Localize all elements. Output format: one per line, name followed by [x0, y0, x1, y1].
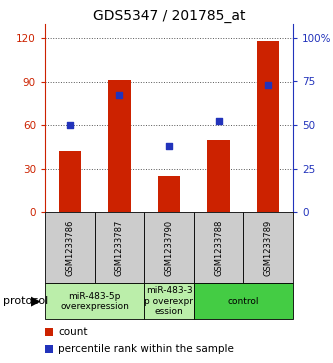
Text: GSM1233789: GSM1233789: [264, 220, 273, 276]
Text: count: count: [58, 327, 88, 337]
Point: [266, 82, 271, 88]
Bar: [144, 283, 194, 319]
Bar: [95, 212, 144, 283]
Bar: [144, 212, 194, 283]
Text: GSM1233790: GSM1233790: [165, 220, 173, 276]
Text: protocol: protocol: [3, 296, 49, 306]
Bar: [45, 345, 53, 353]
Point: [216, 119, 221, 125]
Text: GSM1233787: GSM1233787: [115, 220, 124, 276]
Point: [117, 92, 122, 98]
Text: miR-483-5p
overexpression: miR-483-5p overexpression: [60, 291, 129, 311]
Text: GSM1233786: GSM1233786: [65, 220, 74, 276]
Bar: [45, 283, 144, 319]
Bar: [207, 140, 230, 212]
Bar: [257, 41, 279, 212]
Title: GDS5347 / 201785_at: GDS5347 / 201785_at: [93, 9, 245, 23]
Text: miR-483-3
p overexpr
ession: miR-483-3 p overexpr ession: [145, 286, 193, 316]
Bar: [59, 151, 81, 212]
Bar: [194, 212, 243, 283]
Bar: [158, 176, 180, 212]
Point: [67, 122, 73, 128]
Text: control: control: [228, 297, 259, 306]
Text: ▶: ▶: [31, 295, 41, 308]
Bar: [243, 212, 293, 283]
Bar: [108, 80, 131, 212]
Point: [166, 143, 172, 149]
Text: GSM1233788: GSM1233788: [214, 220, 223, 276]
Bar: [194, 283, 293, 319]
Bar: [45, 328, 53, 336]
Bar: [45, 212, 95, 283]
Text: percentile rank within the sample: percentile rank within the sample: [58, 344, 234, 354]
